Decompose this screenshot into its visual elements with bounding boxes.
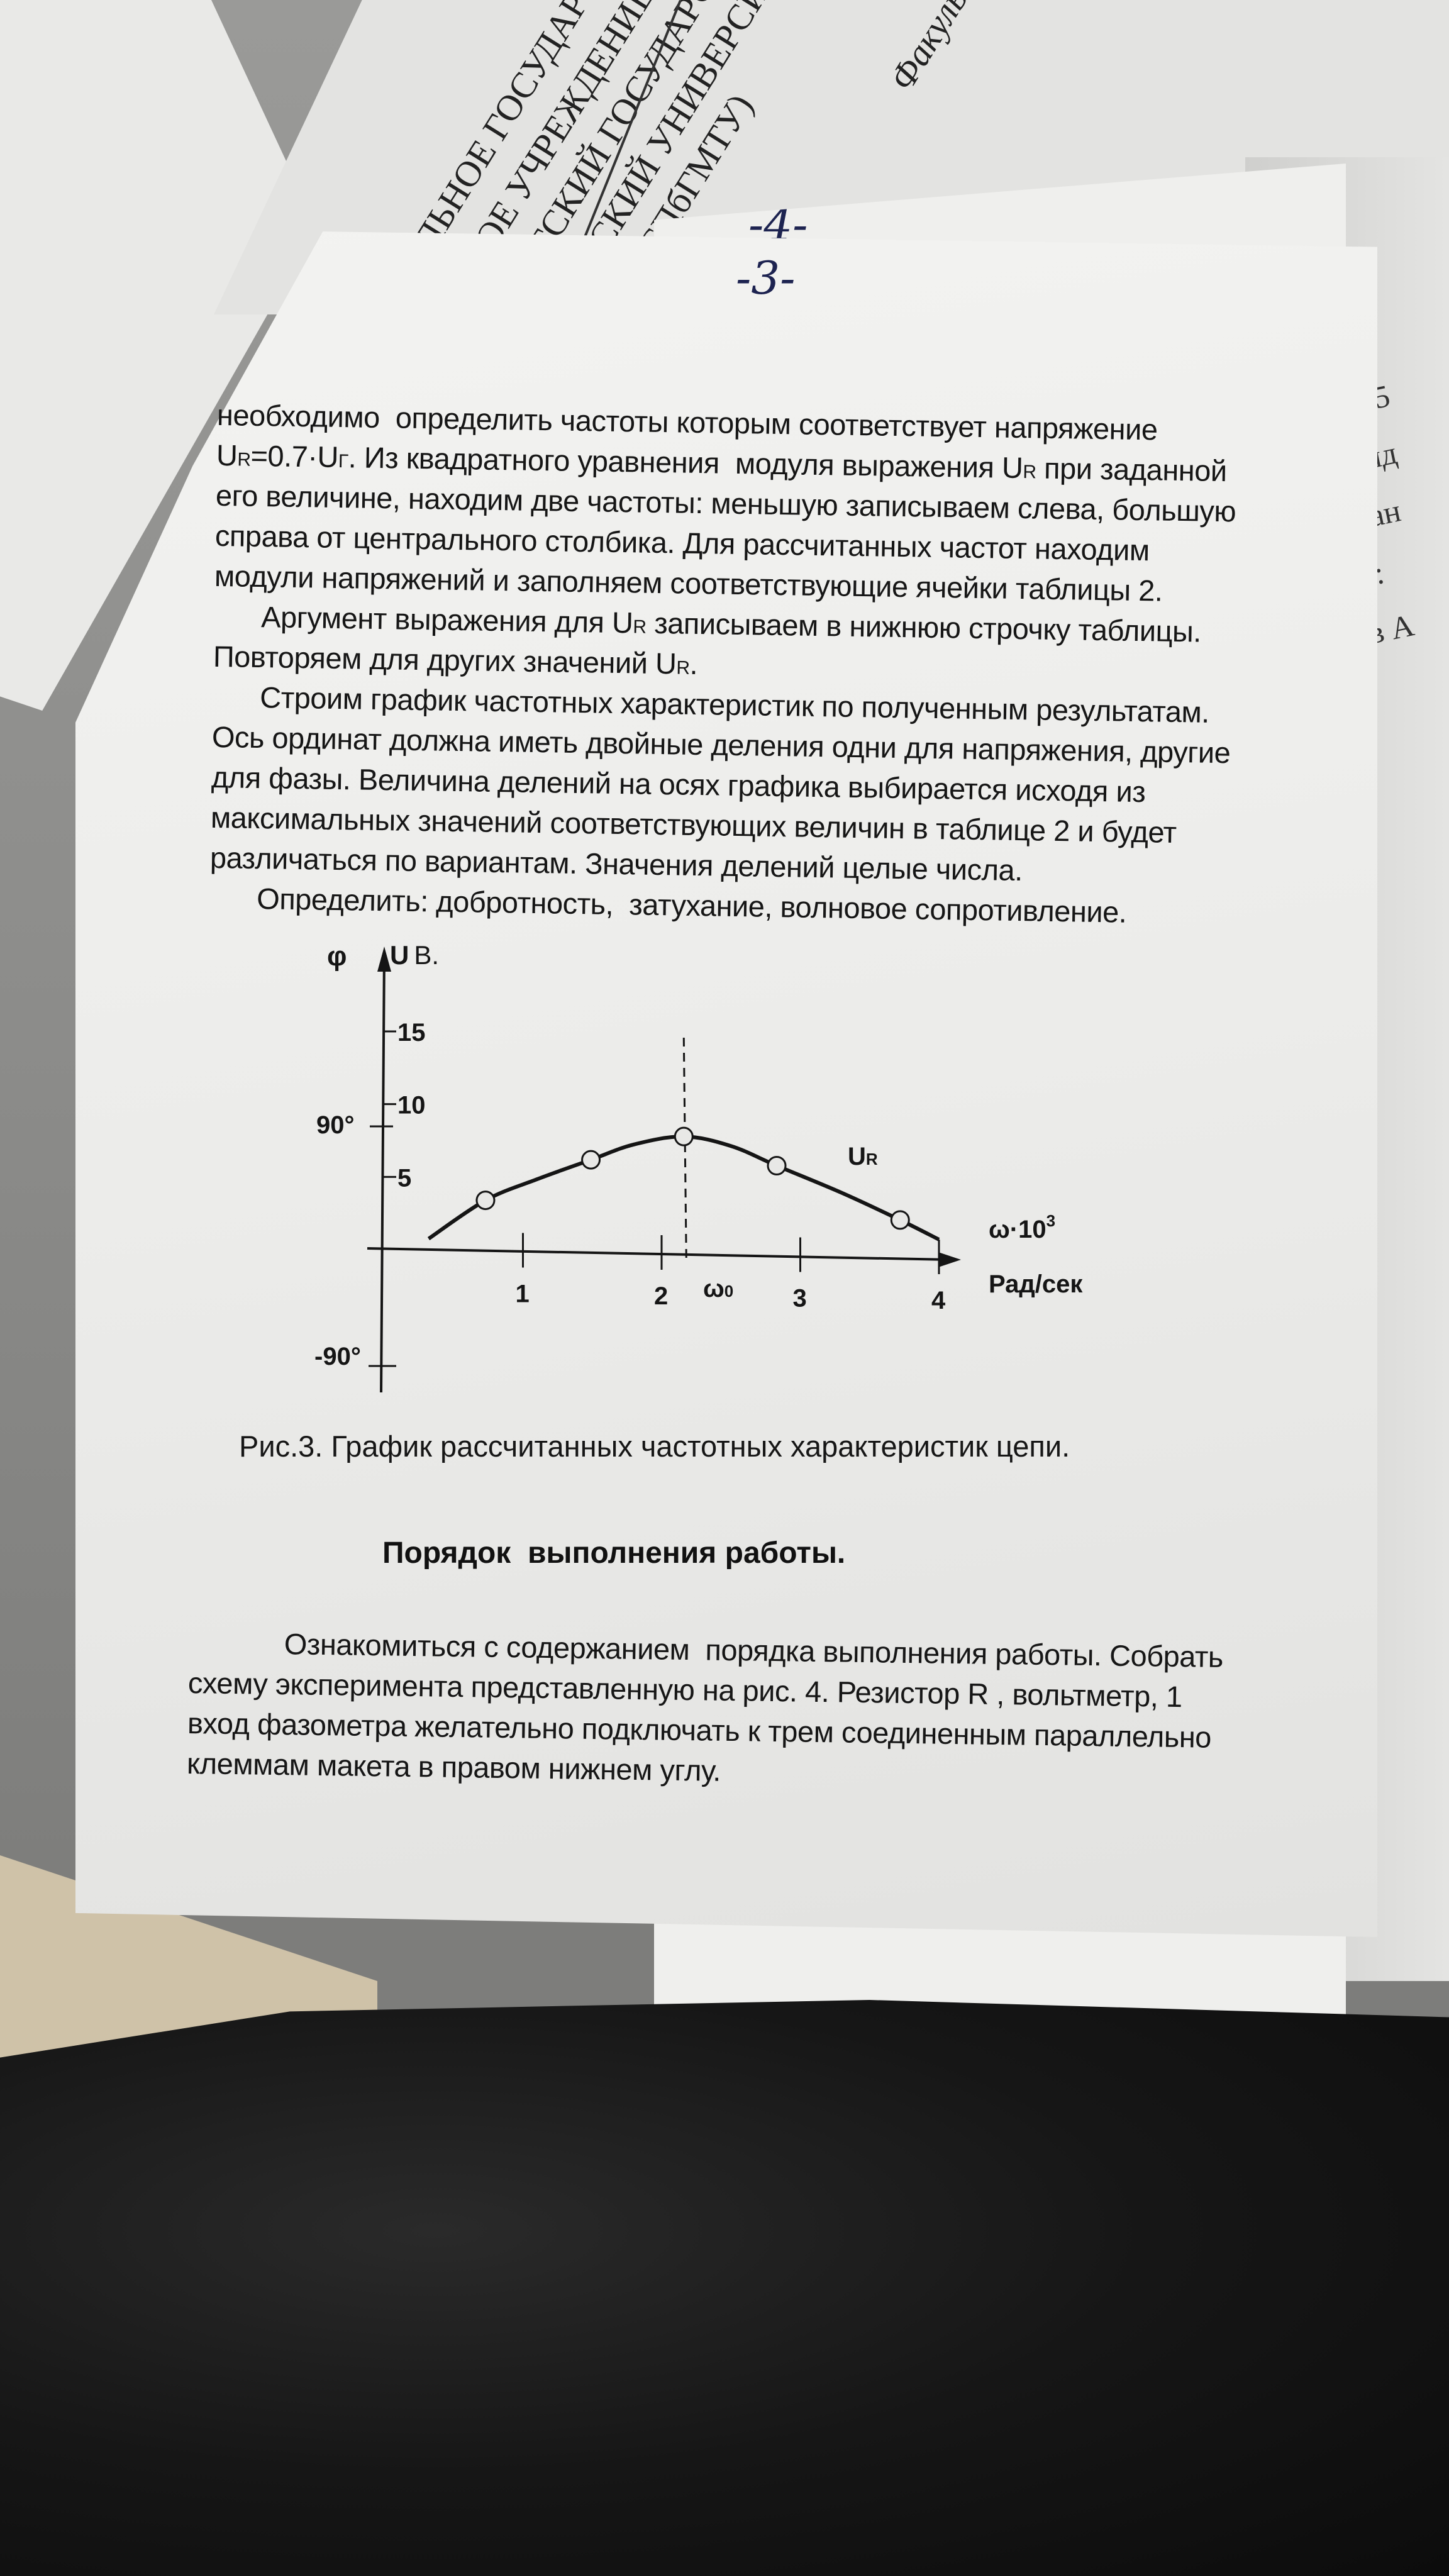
phase-tick-minus-90: -90°: [314, 1343, 361, 1370]
procedure-line: клеммам макета в правом нижнем углу.: [186, 1746, 721, 1787]
phase-axis-label: φ: [327, 941, 347, 972]
voltage-symbol: U: [390, 940, 409, 970]
y-tick-label: 5: [397, 1164, 411, 1192]
voltage-axis-label: U В.: [390, 940, 439, 970]
resonance-dashed-line: [682, 1037, 687, 1261]
data-point: [890, 1210, 910, 1230]
data-point: [767, 1155, 787, 1175]
document-page: [75, 231, 1377, 1937]
series-label-sub: R: [866, 1150, 878, 1169]
omega: ω: [703, 1275, 724, 1302]
x-label-exponent: 3: [1046, 1211, 1055, 1230]
figure-caption: Рис.3. График рассчитанных частотных хар…: [239, 1430, 1070, 1463]
x-tick-label: 3: [793, 1285, 807, 1313]
y-axis-arrow: [377, 947, 391, 972]
series-label-ur: UR: [848, 1143, 878, 1170]
x-tick-label: 4: [931, 1287, 946, 1314]
y-axis: [380, 952, 386, 1393]
x-axis-label: ω·103: [989, 1211, 1055, 1243]
page-number: -3-: [736, 252, 796, 304]
x-axis-arrow: [938, 1252, 961, 1267]
x-axis-unit: Рад/сек: [989, 1270, 1083, 1298]
y-tick-label: 10: [397, 1092, 426, 1119]
section-heading: Порядок выполнения работы.: [382, 1536, 846, 1570]
series-label-main: U: [848, 1143, 866, 1170]
resonance-label: ω0: [703, 1275, 733, 1302]
phase-tick-90: 90°: [316, 1111, 355, 1139]
data-point: [581, 1150, 601, 1170]
data-point: [475, 1191, 496, 1211]
dark-fabric: [0, 2000, 1449, 2576]
omega-sub: 0: [724, 1282, 733, 1301]
x-tick-label: 1: [516, 1280, 530, 1308]
voltage-unit: В.: [414, 940, 439, 970]
x-axis: [367, 1247, 950, 1261]
y-tick-label: 15: [397, 1019, 426, 1046]
x-label-main: ω·10: [989, 1216, 1046, 1243]
x-tick-label: 2: [654, 1282, 668, 1310]
data-point: [674, 1126, 694, 1146]
